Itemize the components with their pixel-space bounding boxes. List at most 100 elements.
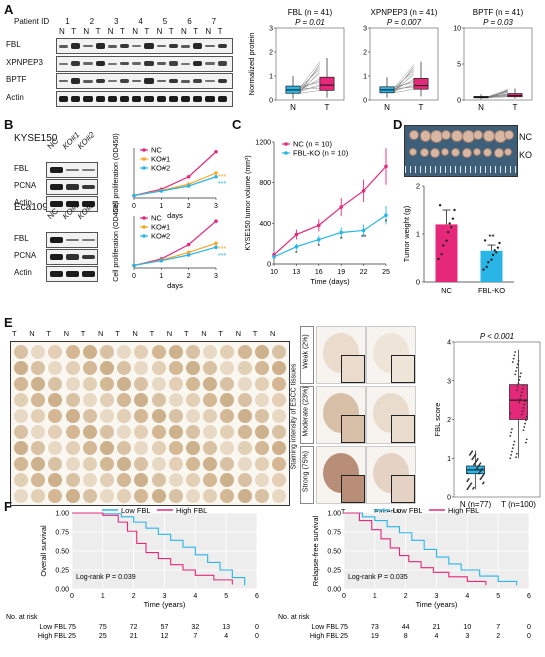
risk-value: 8: [404, 633, 408, 640]
lane-label: T: [217, 27, 223, 36]
x-tick-label: 4: [193, 593, 197, 600]
x-tick-label: 2: [404, 593, 408, 600]
paired-line: [300, 84, 320, 92]
tma-core: [82, 409, 97, 423]
blot-band: [181, 62, 191, 65]
tma-core: [117, 489, 132, 503]
stain-image: [316, 326, 366, 384]
tma-core: [254, 473, 269, 487]
risk-value: 4: [435, 633, 439, 640]
legend-marker: [142, 216, 146, 220]
tma-core: [151, 393, 166, 407]
blot-band: [83, 44, 93, 48]
y-tick-label: 0.00: [327, 587, 341, 594]
tma-col-label: N: [98, 329, 104, 338]
blot-band: [66, 254, 79, 260]
panel-a-boxplots: 0 1 2 3 FBL (n = 41)P = 0.01 Normalized prote…: [247, 8, 533, 112]
tma-core: [237, 473, 252, 487]
tma-col-label: N: [201, 329, 207, 338]
tma-core: [168, 409, 183, 423]
risk-value: 7: [496, 624, 500, 631]
tma-core: [134, 457, 149, 471]
stain-inset: [341, 415, 365, 443]
x-axis-label: Time (days): [310, 277, 350, 286]
y-axis-label: FBL score: [433, 403, 442, 437]
risk-value: 44: [402, 624, 410, 631]
data-point: [450, 226, 453, 229]
y-tick-label: 5: [457, 62, 461, 69]
legend-label: Low FBL: [393, 506, 423, 515]
risk-value: 0: [527, 624, 531, 631]
risk-value: 7: [193, 633, 197, 640]
tumor-blob: [451, 148, 461, 157]
tma-core: [65, 457, 80, 471]
patient-id: 7: [211, 17, 217, 26]
tma-core: [100, 345, 114, 359]
data-point: [524, 400, 526, 403]
tma-core: [31, 345, 46, 359]
legend-marker: [142, 166, 146, 170]
data-point: [477, 457, 479, 460]
blot-band: [144, 78, 154, 84]
lane-label: N: [205, 27, 212, 36]
tma-core: [151, 345, 166, 359]
p-value: P = 0.007: [387, 18, 422, 27]
x-axis-label: days: [167, 281, 183, 290]
stain-inset: [391, 415, 415, 443]
x-tick-label: 13: [293, 269, 301, 276]
blot-band: [83, 79, 93, 83]
blot-strip: [46, 266, 98, 282]
blot-band: [217, 43, 227, 49]
paired-line: [488, 93, 508, 98]
tumor-blob: [504, 130, 515, 140]
legend-label: High FBL: [176, 506, 207, 515]
blot-strip: [56, 38, 233, 54]
x-tick-label: 0: [70, 593, 74, 600]
data-point: [518, 401, 521, 404]
tma-core: [272, 441, 286, 455]
x-tick-label: 2: [187, 203, 191, 210]
paired-line: [488, 89, 508, 97]
y-tick-label: 1: [269, 74, 273, 81]
tma-core: [186, 377, 200, 391]
y-tick-label: 0.25: [55, 568, 69, 575]
stain-level-label: Moderate (23%): [302, 386, 310, 437]
tma-core: [203, 425, 218, 439]
data-point: [511, 447, 514, 450]
paired-line: [393, 64, 415, 89]
tma-core: [220, 361, 235, 375]
tma-core: [254, 345, 269, 359]
tma-core: [186, 393, 200, 407]
x-tick-label: 2: [132, 593, 136, 600]
lane-label: T: [95, 27, 101, 36]
tma-core: [237, 345, 252, 359]
p-value: Log-rank P = 0.039: [76, 574, 136, 581]
tma-core: [100, 361, 114, 375]
tumor-photo: [404, 125, 518, 177]
legend-label: NC: [151, 214, 162, 223]
data-point: [509, 434, 512, 437]
tumor-blob: [483, 148, 493, 157]
cell-line-eca109: Eca109: [14, 202, 48, 213]
data-point: [520, 372, 522, 375]
risk-table-title: No. at risk: [6, 614, 38, 621]
blot-band: [181, 79, 191, 83]
lane-label: T: [193, 27, 199, 36]
tma-col-label: N: [132, 329, 138, 338]
x-tick-label: N: [478, 103, 484, 112]
tma-core: [186, 473, 200, 487]
blot-band: [50, 237, 63, 243]
legend-label: KO#1: [151, 223, 170, 232]
tma-core: [48, 441, 63, 455]
series-line: [133, 151, 217, 197]
tma-core: [117, 425, 132, 439]
tma-core: [14, 361, 28, 375]
blot-band: [193, 43, 203, 49]
survival-curve: [72, 512, 233, 585]
patient-id: 2: [89, 17, 95, 26]
tma-core: [237, 441, 252, 455]
y-tick-label: 1.00: [327, 511, 341, 518]
x-tick-label: 3: [214, 273, 218, 280]
tma-core: [48, 393, 63, 407]
data-point: [186, 253, 191, 257]
